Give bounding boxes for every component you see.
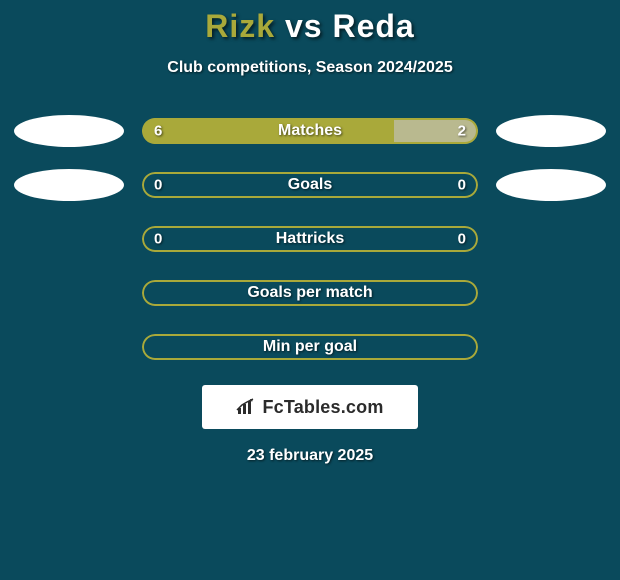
stat-bar: Min per goal — [142, 334, 478, 360]
bar-outline — [142, 172, 478, 198]
stat-value-right: 0 — [458, 177, 466, 194]
date-text: 23 february 2025 — [0, 447, 620, 465]
stat-value-left: 6 — [154, 123, 162, 140]
stat-label: Min per goal — [142, 338, 478, 356]
logo-text: FcTables.com — [262, 397, 383, 418]
player2-name: Reda — [332, 8, 414, 44]
bar-outline — [142, 226, 478, 252]
logo: FcTables.com — [236, 397, 383, 418]
stat-value-left: 0 — [154, 177, 162, 194]
bar-fill-left — [142, 118, 394, 144]
stat-row: Matches62 — [0, 115, 620, 147]
player2-marker — [496, 169, 606, 201]
player2-marker — [496, 115, 606, 147]
stat-row: Goals per match — [0, 277, 620, 309]
stat-bar: Matches62 — [142, 118, 478, 144]
stat-label: Hattricks — [142, 230, 478, 248]
stat-value-right: 0 — [458, 231, 466, 248]
player1-marker — [14, 115, 124, 147]
vs-text: vs — [285, 8, 323, 44]
player1-name: Rizk — [205, 8, 275, 44]
container: Rizk vs Reda Club competitions, Season 2… — [0, 0, 620, 465]
stat-row: Hattricks0 0 — [0, 223, 620, 255]
stats-rows: Matches62Goals00Hattricks00Goals per mat… — [0, 115, 620, 363]
stat-value-left: 0 — [154, 231, 162, 248]
stat-label: Goals — [142, 176, 478, 194]
stat-label: Goals per match — [142, 284, 478, 302]
bar-outline — [142, 334, 478, 360]
stat-bar: Hattricks0 0 — [142, 226, 478, 252]
chart-icon — [236, 398, 258, 416]
subtitle: Club competitions, Season 2024/2025 — [0, 59, 620, 77]
stat-bar: Goals0 0 — [142, 172, 478, 198]
stat-row: Min per goal — [0, 331, 620, 363]
bar-outline — [142, 280, 478, 306]
stat-bar: Goals per match — [142, 280, 478, 306]
stat-value-right: 2 — [458, 123, 466, 140]
page-title: Rizk vs Reda — [0, 8, 620, 45]
logo-box: FcTables.com — [202, 385, 418, 429]
stat-row: Goals0 0 — [0, 169, 620, 201]
player1-marker — [14, 169, 124, 201]
